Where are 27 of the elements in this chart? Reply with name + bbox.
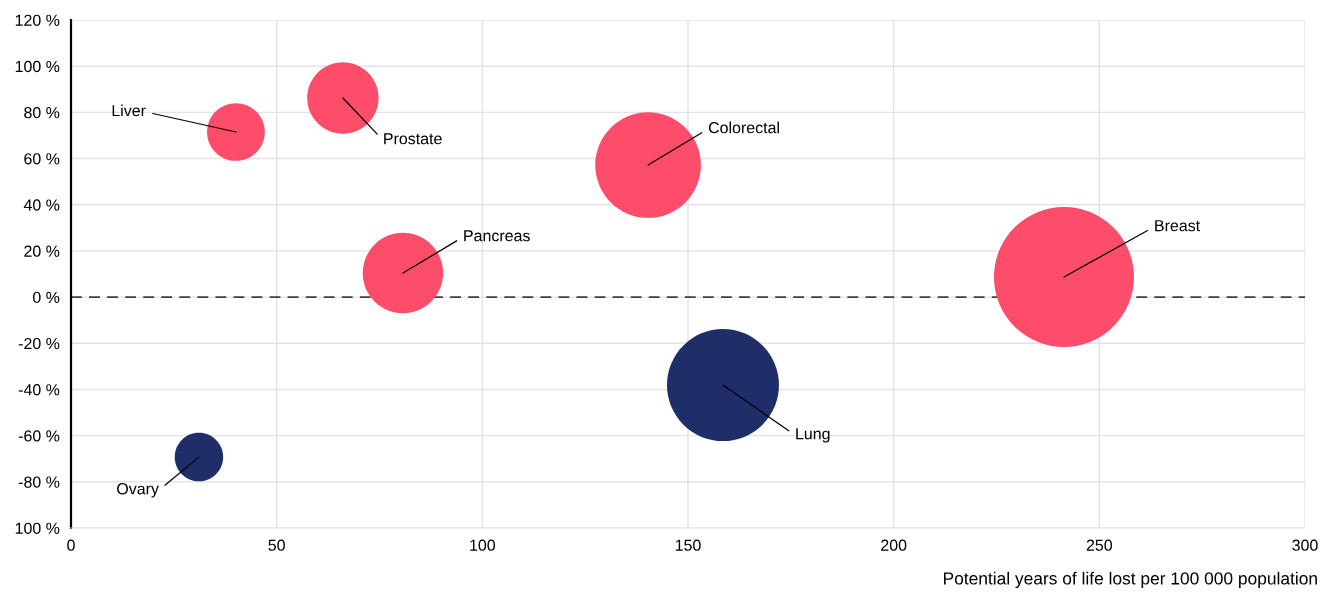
annotation: Ovary (117, 483, 159, 498)
y-tick-label: 0 % (32, 291, 60, 304)
y-tick-label: 20 % (24, 245, 60, 257)
annotation: Lung (796, 428, 830, 443)
annotation: Colorectal (708, 121, 779, 134)
annotation: Prostate (384, 133, 442, 145)
x-tick-label: 200 (881, 539, 907, 551)
y-tick-label: -20 % (18, 337, 60, 350)
annotation: Liver (112, 104, 146, 117)
x-tick-label: 300 (1292, 539, 1318, 551)
y-tick-label: -80 % (18, 476, 60, 488)
annotation: Breast (1155, 220, 1200, 232)
y-tick-label: 60 % (24, 153, 60, 165)
y-tick-label: 100 % (15, 60, 60, 73)
y-tick-label: 80 % (24, 107, 60, 119)
y-tick-label: 120 % (15, 14, 60, 26)
x-tick-label: 100 (470, 539, 496, 551)
x-axis-title: Potential years of life lost per 100 000 population (944, 571, 1317, 588)
annotation: Pancreas (464, 230, 530, 242)
x-tick-label: 250 (1086, 539, 1113, 551)
y-tick-label: -40 % (18, 384, 60, 396)
y-tick-label: 100 % (15, 522, 60, 534)
x-tick-label: 150 (675, 539, 701, 551)
x-tick-label: 0 (67, 539, 75, 551)
y-tick-label: 40 % (23, 199, 60, 211)
y-tick-label: -60 % (18, 430, 60, 442)
x-tick-label: 50 (268, 539, 285, 551)
